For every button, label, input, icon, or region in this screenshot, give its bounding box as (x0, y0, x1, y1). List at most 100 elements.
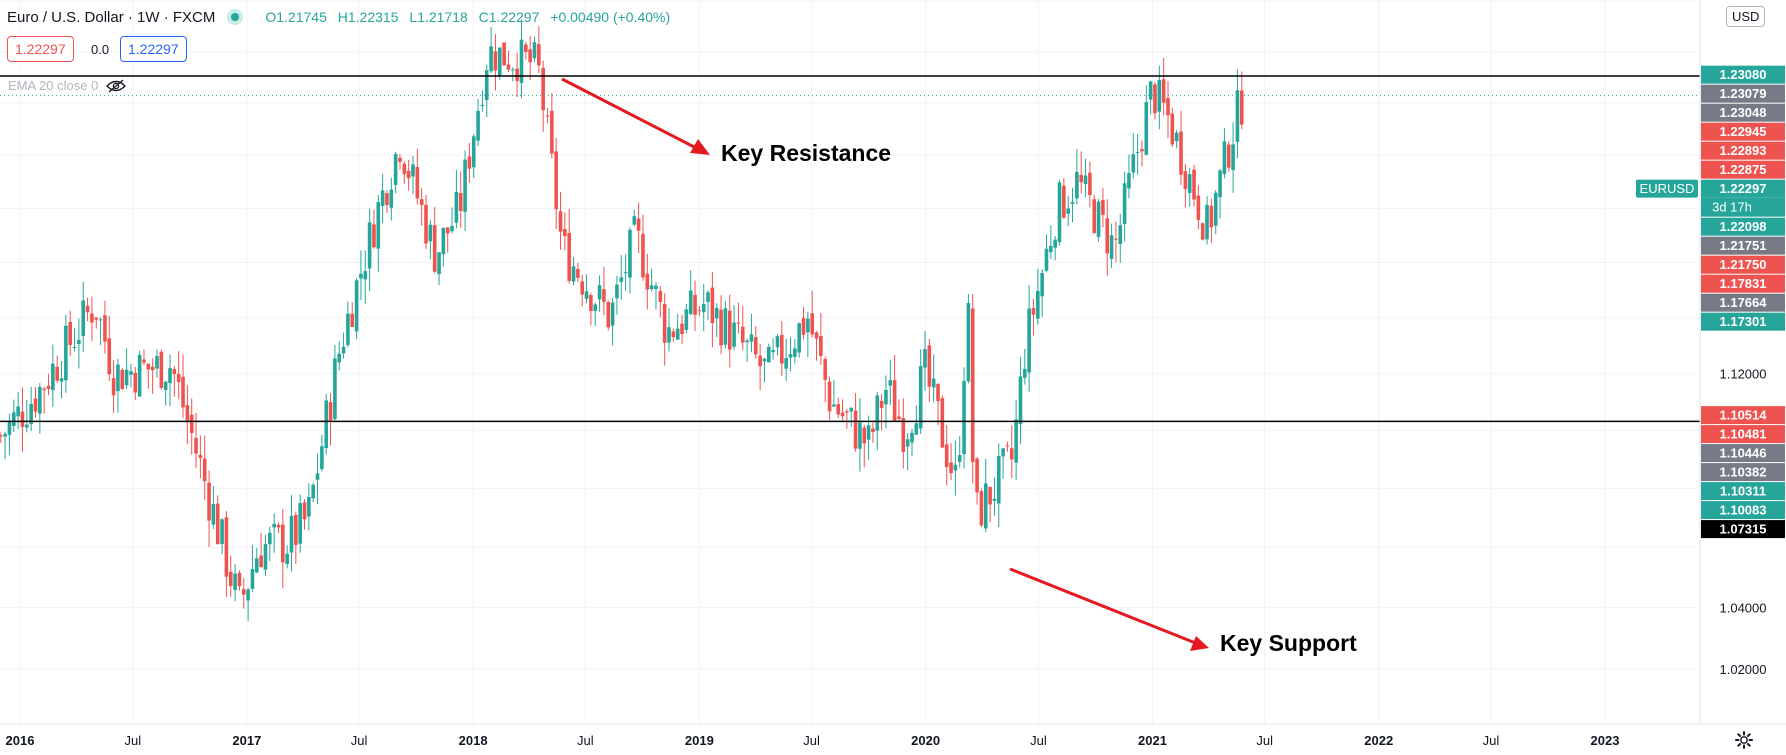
candle-body (1157, 79, 1162, 112)
candle-body (927, 345, 932, 387)
candle-body (1075, 171, 1079, 199)
eye-off-icon[interactable] (106, 79, 127, 93)
candle-body (888, 380, 893, 386)
candle-body (1005, 445, 1010, 447)
candle-body (333, 358, 337, 420)
candle-body (940, 398, 945, 448)
candle-body (849, 407, 854, 412)
price-tag (1701, 103, 1785, 122)
candle-body (246, 589, 250, 601)
candle-body (550, 110, 554, 154)
candle-body (545, 115, 550, 117)
candle-body (346, 313, 350, 345)
candle-body (580, 281, 585, 295)
candle-body (428, 224, 433, 242)
candle-body (623, 272, 628, 274)
candle-body (1114, 238, 1118, 240)
candle-body (1083, 175, 1088, 185)
candle-body (1140, 148, 1144, 152)
candle-body (957, 455, 962, 462)
candle-body (194, 437, 198, 454)
candle-body (172, 369, 177, 375)
candle-body (42, 388, 46, 391)
gear-icon[interactable] (1734, 730, 1754, 750)
candle-body (806, 318, 810, 333)
candle-body (1231, 144, 1235, 171)
candle-body (983, 483, 988, 529)
candle-body (1205, 204, 1209, 240)
candle-body (1161, 79, 1166, 103)
candle-body (254, 558, 259, 573)
price-tag-label: 1.07315 (1720, 522, 1767, 537)
ohlc-values: O1.21745 H1.22315 L1.21718 C1.22297 +0.0… (265, 9, 677, 25)
candle-body (450, 225, 454, 232)
candle-body (471, 136, 476, 168)
candle-body (181, 376, 185, 408)
candle-body (975, 458, 979, 493)
candle-body (667, 327, 671, 343)
candle-body (910, 432, 914, 443)
time-axis-label: Jul (1030, 733, 1047, 748)
candle-body (719, 309, 723, 346)
symbol-title[interactable]: Euro / U.S. Dollar · 1W · FXCM (7, 8, 216, 26)
candle-body (103, 315, 107, 342)
price-tag-label: 1.23079 (1720, 86, 1767, 101)
candle-body (1088, 172, 1092, 196)
candle-body (853, 410, 858, 449)
candle-body (645, 273, 650, 290)
price-tag (1701, 482, 1785, 501)
candle-body (714, 307, 719, 319)
candle-body (641, 233, 645, 278)
candle-body (458, 193, 463, 211)
candle-body (658, 291, 663, 302)
price-tag (1701, 236, 1785, 255)
candle-body (241, 589, 246, 595)
price-tag-label: 1.10481 (1720, 427, 1767, 442)
price-tag-label: 1.22945 (1720, 124, 1767, 139)
candle-body (155, 356, 159, 369)
candle-body (654, 285, 658, 290)
candle-body (107, 338, 112, 375)
grid-lines (0, 0, 1700, 724)
candle-body (1109, 235, 1114, 259)
candle-body (120, 369, 125, 390)
candle-body (858, 422, 862, 449)
candle-body (923, 349, 927, 368)
time-axis[interactable]: 2016 Jul 2017 Jul 2018 Jul 2019 Jul 2020 Jul 2021 J… (6, 733, 1620, 748)
candle-body (879, 400, 884, 408)
candle-body (372, 224, 376, 248)
indicator-label: EMA 20 close 0 (8, 78, 99, 93)
price-tag (1701, 84, 1785, 103)
candle-body (1213, 192, 1218, 226)
candle-body (202, 458, 207, 482)
candle-body (220, 519, 224, 544)
candle-body (168, 368, 172, 384)
time-axis-label: 2016 (6, 733, 35, 748)
candle-body (268, 532, 272, 545)
candle-body (276, 524, 281, 528)
symbol-tag (1636, 179, 1698, 198)
change-value: +0.00490 (+0.40%) (550, 9, 671, 25)
candle-body (59, 378, 64, 382)
candle-body (524, 44, 528, 52)
candle-body (142, 359, 146, 363)
candle-body (537, 44, 541, 66)
candle-body (315, 473, 320, 480)
sell-button[interactable]: 1.22297 (7, 36, 74, 62)
candle-body (1014, 419, 1018, 463)
candle-body (519, 39, 524, 83)
candle-body (563, 228, 567, 237)
candle-body (198, 454, 203, 458)
chart-legend[interactable]: Euro / U.S. Dollar · 1W · FXCM O1.21745 … (7, 6, 677, 28)
candle-body (363, 271, 368, 280)
candle-body (259, 555, 263, 567)
candle-body (554, 151, 558, 210)
buy-button[interactable]: 1.22297 (120, 36, 187, 62)
symbol-tag-label: EURUSD (1640, 181, 1695, 196)
candle-body (85, 305, 90, 313)
candle-body (589, 295, 593, 311)
indicator-legend[interactable]: EMA 20 close 0 (8, 78, 127, 93)
price-tag-label: 1.23048 (1720, 105, 1767, 120)
currency-button[interactable]: USD (1726, 6, 1766, 27)
